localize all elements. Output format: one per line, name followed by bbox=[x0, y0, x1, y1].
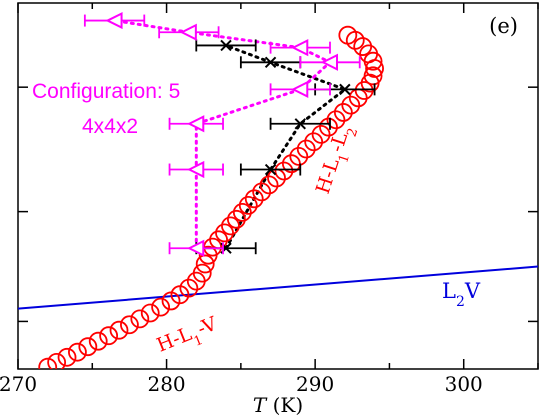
magenta-triangle-point bbox=[187, 115, 205, 133]
axes bbox=[17, 2, 539, 370]
x-ticks: 270 280 290 300 bbox=[0, 3, 539, 396]
red-circle-point bbox=[267, 168, 286, 188]
black-trend-line bbox=[224, 44, 348, 250]
x-tick-label: 280 bbox=[147, 372, 185, 396]
x-tick-label: 300 bbox=[445, 372, 483, 396]
plot-area bbox=[18, 11, 538, 369]
red-circle-point bbox=[363, 66, 383, 86]
x-tick-label: 270 bbox=[0, 372, 37, 396]
red-circle-point bbox=[274, 161, 294, 181]
red-circle-point bbox=[238, 195, 258, 215]
red-circle-series bbox=[38, 25, 384, 369]
magenta-triangle-point bbox=[291, 39, 309, 57]
h-l1-v-label: H-L1-V bbox=[154, 313, 223, 363]
red-circle-point bbox=[57, 347, 77, 367]
magenta-trend-path bbox=[113, 19, 333, 250]
red-circle-point bbox=[259, 175, 279, 195]
magenta-triangle-point bbox=[187, 160, 205, 179]
red-circle-point bbox=[179, 278, 199, 298]
red-circle-point bbox=[47, 353, 67, 369]
panel-label: (e) bbox=[489, 14, 518, 38]
red-circle-point bbox=[289, 146, 309, 166]
black-x-point bbox=[264, 163, 277, 176]
red-circle-point bbox=[68, 342, 87, 362]
magenta-triangle-point bbox=[105, 11, 123, 30]
black-trend-path bbox=[224, 44, 348, 250]
red-circle-point bbox=[78, 337, 98, 357]
red-circle-point bbox=[130, 309, 150, 329]
black-x-point bbox=[294, 118, 306, 130]
magenta-triangle-series bbox=[83, 11, 361, 257]
red-circle-point bbox=[221, 216, 240, 236]
red-circle-point bbox=[140, 303, 160, 323]
configuration-label: Configuration: 5 bbox=[32, 80, 180, 103]
red-circle-point bbox=[252, 182, 272, 202]
red-circle-point bbox=[304, 132, 324, 152]
red-circle-point bbox=[192, 263, 212, 283]
red-circle-point bbox=[232, 202, 252, 222]
red-circle-point bbox=[338, 25, 358, 45]
red-circle-point bbox=[333, 103, 353, 122]
red-circle-point bbox=[311, 124, 331, 144]
red-circle-point bbox=[99, 326, 119, 346]
red-circle-point bbox=[319, 117, 338, 137]
magenta-triangle-point bbox=[320, 53, 338, 71]
red-circle-point bbox=[215, 223, 234, 243]
l2v-line bbox=[18, 265, 538, 310]
magenta-trend-line bbox=[113, 19, 333, 250]
red-circle-point bbox=[296, 139, 316, 159]
magenta-triangle-point bbox=[291, 80, 309, 98]
h-l1-l2-label: H-L1-L2 bbox=[312, 122, 361, 199]
l2v-label: L2V bbox=[442, 279, 481, 310]
x-axis-label: T (K) bbox=[253, 393, 303, 415]
red-circle-point bbox=[151, 297, 171, 317]
red-circle-point bbox=[244, 189, 264, 209]
red-circle-point bbox=[226, 209, 246, 229]
red-circle-point bbox=[353, 37, 373, 56]
red-circle-point bbox=[38, 357, 58, 369]
x-tick-label: 290 bbox=[296, 372, 334, 396]
magenta-triangle-point bbox=[179, 23, 197, 41]
plot-frame bbox=[17, 2, 539, 370]
red-circle-point bbox=[195, 254, 215, 274]
black-x-point bbox=[220, 39, 232, 52]
grid-size-label: 4x4x2 bbox=[82, 115, 138, 138]
red-circle-point bbox=[88, 331, 108, 351]
red-circle-point bbox=[341, 95, 361, 115]
l2v-series bbox=[18, 265, 538, 310]
y-ticks bbox=[18, 86, 538, 323]
red-circle-point bbox=[120, 315, 139, 335]
magenta-triangle-point bbox=[187, 239, 205, 257]
black-x-point bbox=[264, 56, 277, 68]
black-x-point bbox=[339, 83, 351, 96]
red-circle-point bbox=[348, 88, 368, 108]
red-circle-point bbox=[109, 320, 129, 340]
red-circle-point bbox=[326, 110, 346, 130]
